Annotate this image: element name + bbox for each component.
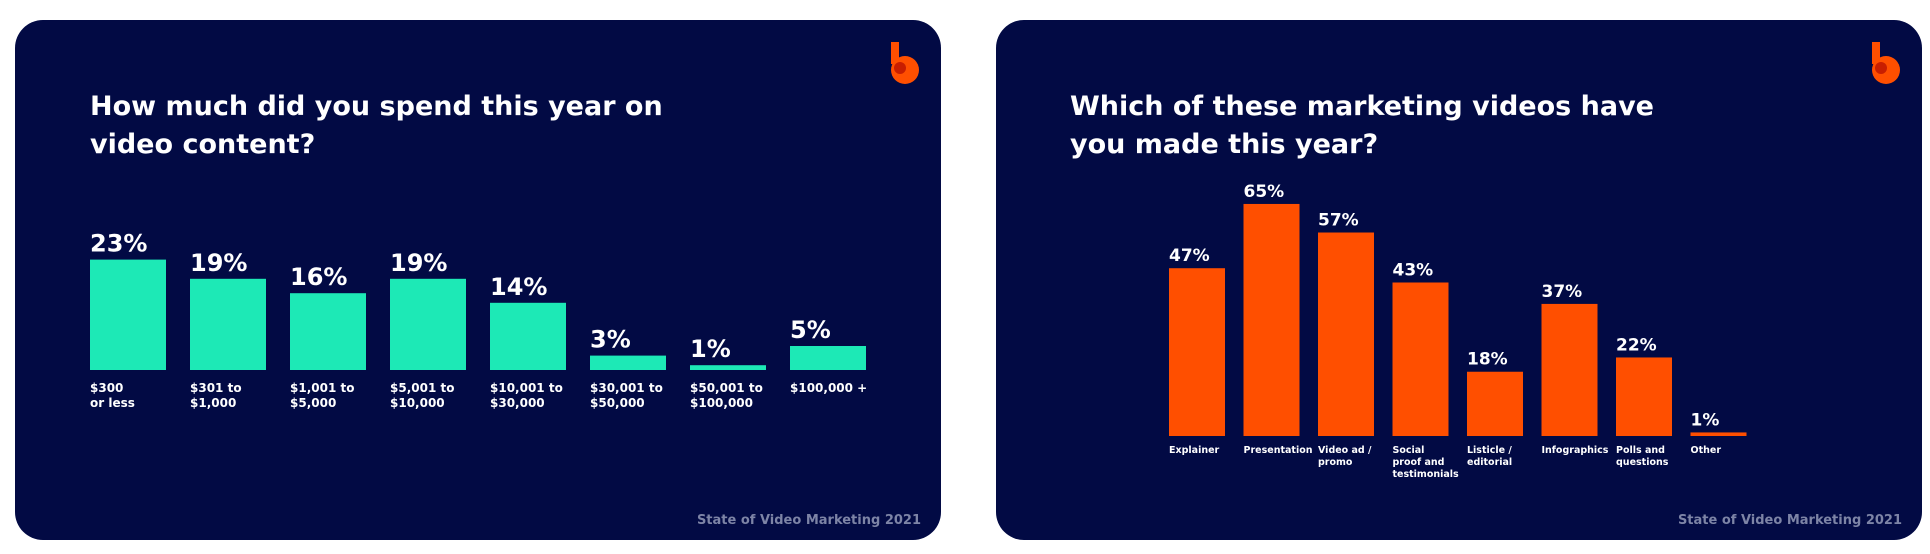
value-label: 19% — [190, 249, 247, 277]
category-label: $5,001 to $10,000 — [390, 381, 454, 410]
bar — [1318, 232, 1374, 436]
bar — [290, 293, 366, 370]
value-label: 43% — [1393, 260, 1434, 280]
value-label: 5% — [790, 316, 831, 344]
bar — [690, 365, 766, 370]
value-label: 19% — [390, 249, 447, 277]
value-label: 23% — [90, 230, 147, 258]
bar — [1690, 432, 1747, 436]
bar — [1467, 371, 1523, 436]
value-label: 65% — [1244, 182, 1285, 202]
chart-card-video-types: Which of these marketing videos have you… — [996, 20, 1922, 540]
category-label: $10,001 to $30,000 — [490, 381, 563, 410]
bar — [1243, 203, 1300, 436]
footer-source: State of Video Marketing 2021 — [1677, 513, 1902, 528]
value-label: 1% — [690, 335, 731, 363]
bar — [1392, 282, 1449, 436]
bar — [390, 278, 466, 370]
category-label: Explainer — [1169, 445, 1220, 456]
category-label: $300 or less — [90, 381, 135, 410]
brand-logo-icon — [1872, 42, 1900, 84]
category-label: Polls and questions — [1616, 445, 1669, 468]
value-label: 16% — [290, 263, 347, 291]
value-label: 22% — [1616, 335, 1657, 355]
value-label: 37% — [1542, 282, 1583, 302]
value-label: 57% — [1318, 211, 1359, 231]
category-label: Video ad / promo — [1318, 445, 1372, 468]
bar — [1541, 303, 1598, 436]
category-label: Listicle / editorial — [1467, 445, 1512, 468]
chart-card-spend: How much did you spend this year on vide… — [15, 20, 941, 540]
value-label: 47% — [1169, 246, 1210, 266]
value-label: 14% — [490, 273, 547, 301]
value-label: 18% — [1467, 350, 1508, 370]
chart-title: Which of these marketing videos have you… — [1070, 91, 1654, 160]
bar — [1616, 357, 1672, 436]
video-types-bar-chart: 47% Explainer 65% Presentation 57% Video ad /… — [1169, 182, 1747, 480]
category-label: $1,001 to $5,000 — [290, 381, 354, 410]
footer-source: State of Video Marketing 2021 — [696, 513, 921, 528]
category-label: $50,001 to $100,000 — [690, 381, 763, 410]
bar — [790, 346, 866, 370]
bar — [490, 302, 566, 370]
bar — [590, 355, 666, 370]
category-label: Infographics — [1542, 445, 1609, 456]
bar — [1169, 268, 1225, 436]
brand-logo-icon — [891, 42, 919, 84]
category-label: Other — [1691, 445, 1722, 456]
category-label: $301 to $1,000 — [190, 381, 242, 410]
category-label: Social proof and testimonials — [1393, 445, 1460, 480]
spend-bar-chart: 23% $300 or less 19% $301 to $1,000 16% $1,001 … — [90, 230, 867, 410]
bar — [190, 278, 266, 370]
category-label: Presentation — [1244, 445, 1313, 456]
chart-title: How much did you spend this year on vide… — [90, 91, 663, 160]
value-label: 3% — [590, 326, 631, 354]
category-label: $100,000 + — [790, 381, 867, 395]
bar — [90, 259, 166, 370]
value-label: 1% — [1691, 410, 1720, 430]
category-label: $30,001 to $50,000 — [590, 381, 663, 410]
